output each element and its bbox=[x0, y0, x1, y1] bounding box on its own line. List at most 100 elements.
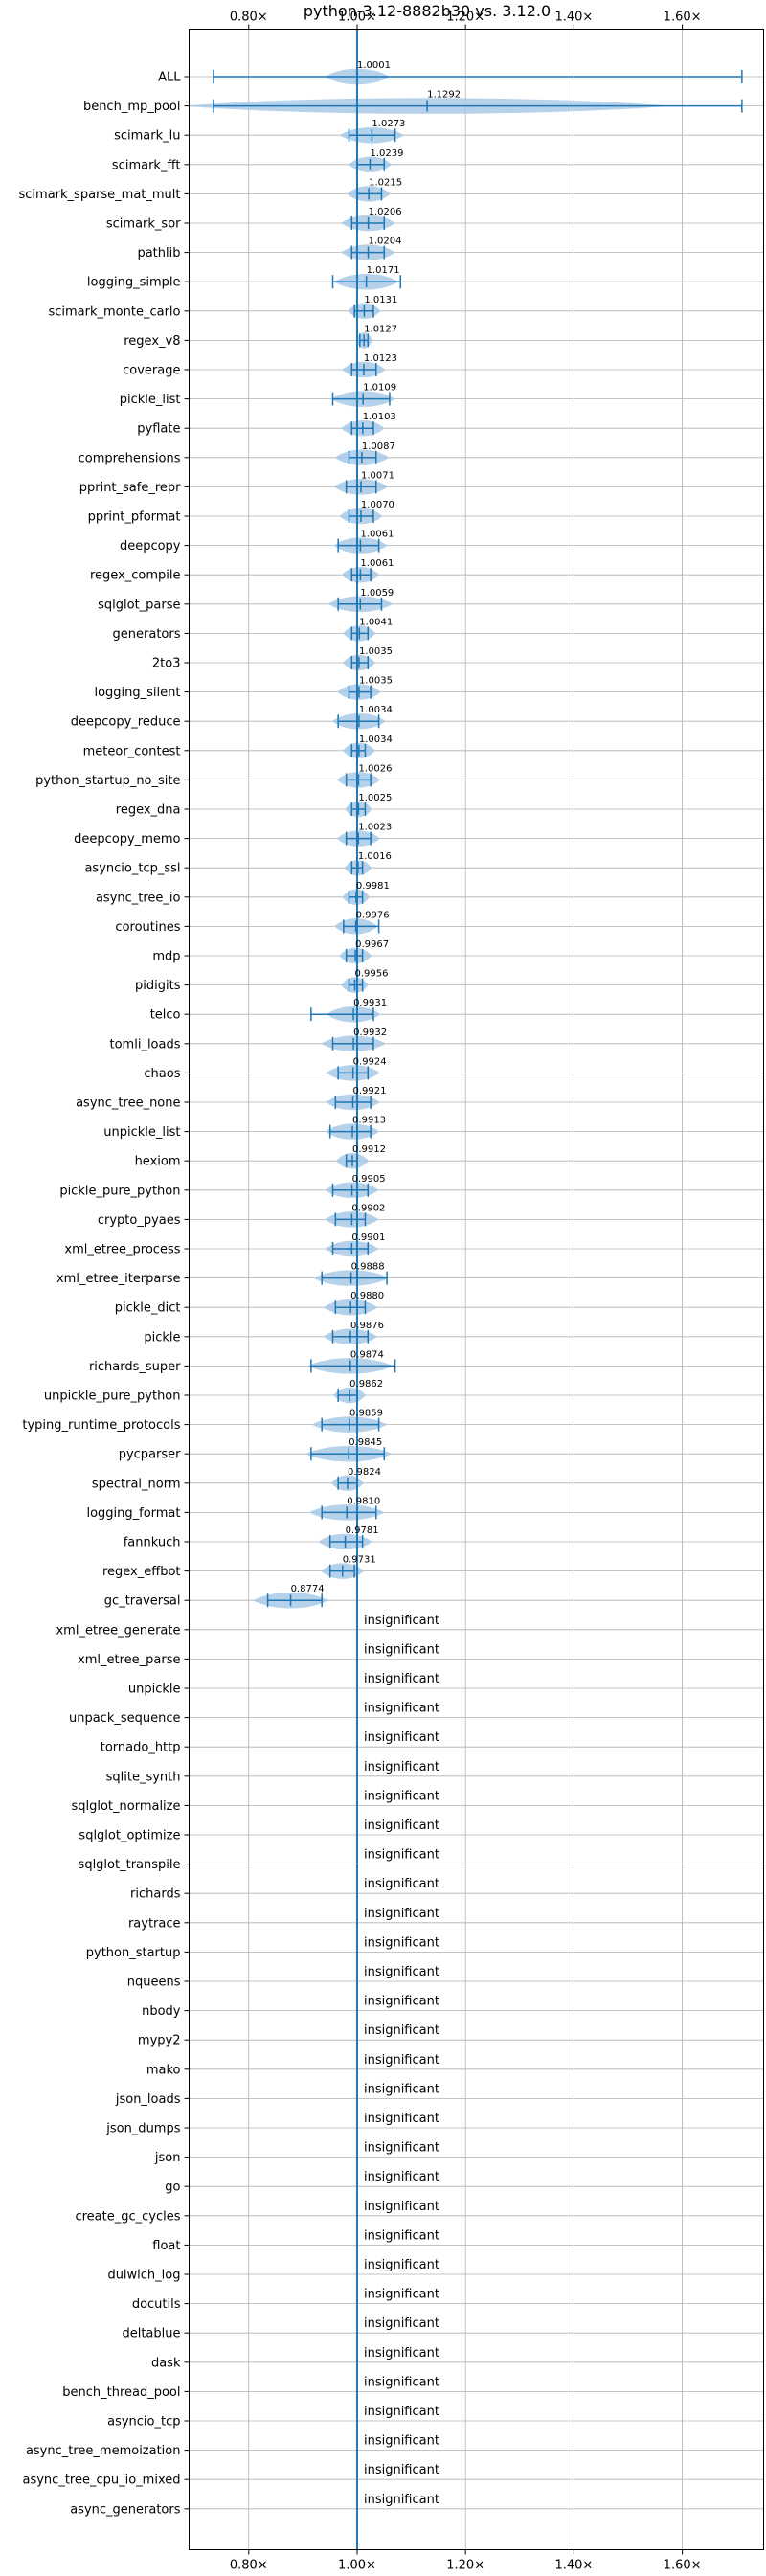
insignificant-label: insignificant bbox=[364, 1907, 439, 1921]
insignificant-label: insignificant bbox=[364, 2141, 439, 2156]
benchmark-label: crypto_pyaes bbox=[98, 1213, 181, 1228]
x-tick-label-top: 1.00× bbox=[338, 11, 376, 25]
benchmark-label: deltablue bbox=[122, 2327, 180, 2341]
mean-value-label: 1.0059 bbox=[360, 588, 394, 599]
benchmark-label: mypy2 bbox=[138, 2034, 181, 2048]
benchmark-label: scimark_fft bbox=[112, 158, 181, 172]
benchmark-label: fannkuch bbox=[124, 1536, 181, 1550]
benchmark-label: pidigits bbox=[135, 979, 181, 993]
insignificant-label: insignificant bbox=[364, 1789, 439, 1803]
insignificant-label: insignificant bbox=[364, 2170, 439, 2184]
mean-value-label: 0.9876 bbox=[350, 1321, 384, 1331]
benchmark-label: scimark_sparse_mat_mult bbox=[19, 188, 181, 202]
insignificant-label: insignificant bbox=[364, 2375, 439, 2389]
mean-value-label: 0.9956 bbox=[354, 969, 388, 980]
benchmark-label: nqueens bbox=[127, 1976, 181, 1990]
mean-value-label: 1.0109 bbox=[363, 383, 396, 394]
insignificant-label: insignificant bbox=[364, 2434, 439, 2449]
benchmark-label: sqlglot_transpile bbox=[79, 1858, 181, 1872]
mean-value-label: 0.9921 bbox=[353, 1086, 387, 1096]
benchmark-label: python_startup_no_site bbox=[35, 774, 180, 788]
benchmark-label: sqlite_synth bbox=[106, 1770, 181, 1784]
insignificant-label: insignificant bbox=[364, 2405, 439, 2419]
benchmark-label: regex_compile bbox=[90, 569, 181, 583]
benchmark-label: json_dumps bbox=[105, 2122, 180, 2136]
mean-value-label: 1.0127 bbox=[364, 324, 397, 334]
mean-value-label: 0.9781 bbox=[346, 1525, 379, 1536]
benchmark-label: regex_v8 bbox=[124, 334, 180, 349]
benchmark-label: regex_dna bbox=[116, 803, 181, 818]
mean-value-label: 0.9874 bbox=[350, 1349, 384, 1360]
benchmark-label: sqlglot_optimize bbox=[79, 1829, 180, 1843]
mean-value-label: 1.0025 bbox=[358, 793, 392, 803]
x-tick-label-bottom: 1.20× bbox=[446, 2559, 484, 2573]
mean-value-label: 1.0123 bbox=[364, 353, 397, 364]
mean-value-label: 0.9932 bbox=[353, 1028, 387, 1038]
benchmark-label: pathlib bbox=[137, 246, 180, 260]
mean-value-label: 1.0273 bbox=[372, 119, 405, 129]
benchmark-label: pprint_safe_repr bbox=[79, 481, 181, 495]
insignificant-label: insignificant bbox=[364, 1730, 439, 1745]
benchmark-label: bench_thread_pool bbox=[62, 2385, 180, 2400]
mean-value-label: 0.9967 bbox=[355, 939, 389, 950]
benchmark-label: scimark_sor bbox=[106, 217, 181, 232]
mean-value-label: 0.9862 bbox=[349, 1379, 383, 1390]
benchmark-label: typing_runtime_protocols bbox=[22, 1418, 180, 1433]
mean-value-label: 0.9731 bbox=[343, 1555, 376, 1566]
insignificant-label: insignificant bbox=[364, 2112, 439, 2126]
mean-value-label: 1.0016 bbox=[358, 851, 392, 862]
mean-value-label: 1.0034 bbox=[359, 705, 393, 715]
insignificant-label: insignificant bbox=[364, 1848, 439, 1863]
error-bars bbox=[213, 70, 743, 1608]
mean-value-label: 1.0087 bbox=[362, 441, 395, 452]
insignificant-label: insignificant bbox=[364, 2493, 439, 2507]
benchmark-label: comprehensions bbox=[79, 451, 181, 465]
mean-value-label: 1.0239 bbox=[371, 148, 404, 159]
mean-value-label: 1.0204 bbox=[369, 237, 402, 247]
benchmark-label: sqlglot_parse bbox=[98, 598, 180, 612]
benchmark-label: unpickle_list bbox=[103, 1125, 180, 1140]
benchmark-label: dask bbox=[151, 2356, 181, 2370]
benchmark-label: dulwich_log bbox=[107, 2269, 180, 2283]
mean-value-label: 0.8774 bbox=[291, 1584, 325, 1594]
insignificant-label: insignificant bbox=[364, 2288, 439, 2302]
benchmark-label: pprint_pformat bbox=[88, 510, 181, 525]
benchmark-label: asyncio_tcp bbox=[107, 2415, 180, 2429]
benchmark-label: chaos bbox=[144, 1067, 180, 1081]
insignificant-label: insignificant bbox=[364, 1877, 439, 1891]
x-tick-label-top: 1.60× bbox=[664, 11, 702, 25]
benchmark-label: pickle_dict bbox=[115, 1301, 181, 1316]
insignificant-label: insignificant bbox=[364, 1760, 439, 1774]
benchmark-label: deepcopy_reduce bbox=[71, 715, 181, 730]
mean-value-label: 0.9976 bbox=[356, 910, 390, 920]
mean-value-label: 0.9905 bbox=[352, 1174, 386, 1185]
benchmark-label: async_generators bbox=[70, 2502, 181, 2517]
benchmark-label: xml_etree_generate bbox=[56, 1623, 180, 1638]
benchmark-label: json_loads bbox=[115, 2092, 181, 2107]
mean-value-label: 1.0071 bbox=[361, 470, 394, 481]
mean-value-label: 1.0041 bbox=[359, 617, 393, 627]
benchmark-label: float bbox=[152, 2239, 180, 2253]
benchmark-label: gc_traversal bbox=[104, 1594, 181, 1609]
insignificant-label: insignificant bbox=[364, 2316, 439, 2331]
benchmark-label: create_gc_cycles bbox=[75, 2209, 180, 2224]
mean-value-label: 0.9924 bbox=[353, 1056, 387, 1067]
benchmark-label: pyflate bbox=[137, 422, 180, 437]
benchmark-label: async_tree_io bbox=[96, 891, 181, 905]
benchmark-label: pickle_list bbox=[120, 393, 181, 407]
mean-value-label: 1.0001 bbox=[357, 60, 391, 71]
mean-value-label: 0.9859 bbox=[349, 1409, 383, 1419]
mean-value-label: 0.9931 bbox=[353, 998, 387, 1008]
insignificant-label: insignificant bbox=[364, 2200, 439, 2214]
benchmark-label: asyncio_tcp_ssl bbox=[84, 862, 180, 876]
benchmark-label: pickle bbox=[144, 1330, 180, 1344]
x-tick-label-bottom: 1.60× bbox=[664, 2559, 702, 2573]
benchmark-label: coverage bbox=[123, 364, 180, 378]
insignificant-label: insignificant bbox=[364, 2082, 439, 2096]
insignificant-label: insignificant bbox=[364, 1642, 439, 1657]
benchmark-label: async_tree_none bbox=[76, 1096, 180, 1111]
x-tick-label-top: 0.80× bbox=[230, 11, 268, 25]
mean-value-label: 1.0206 bbox=[369, 207, 402, 217]
insignificant-label: insignificant bbox=[364, 1965, 439, 1979]
x-tick-label-bottom: 1.40× bbox=[554, 2559, 593, 2573]
